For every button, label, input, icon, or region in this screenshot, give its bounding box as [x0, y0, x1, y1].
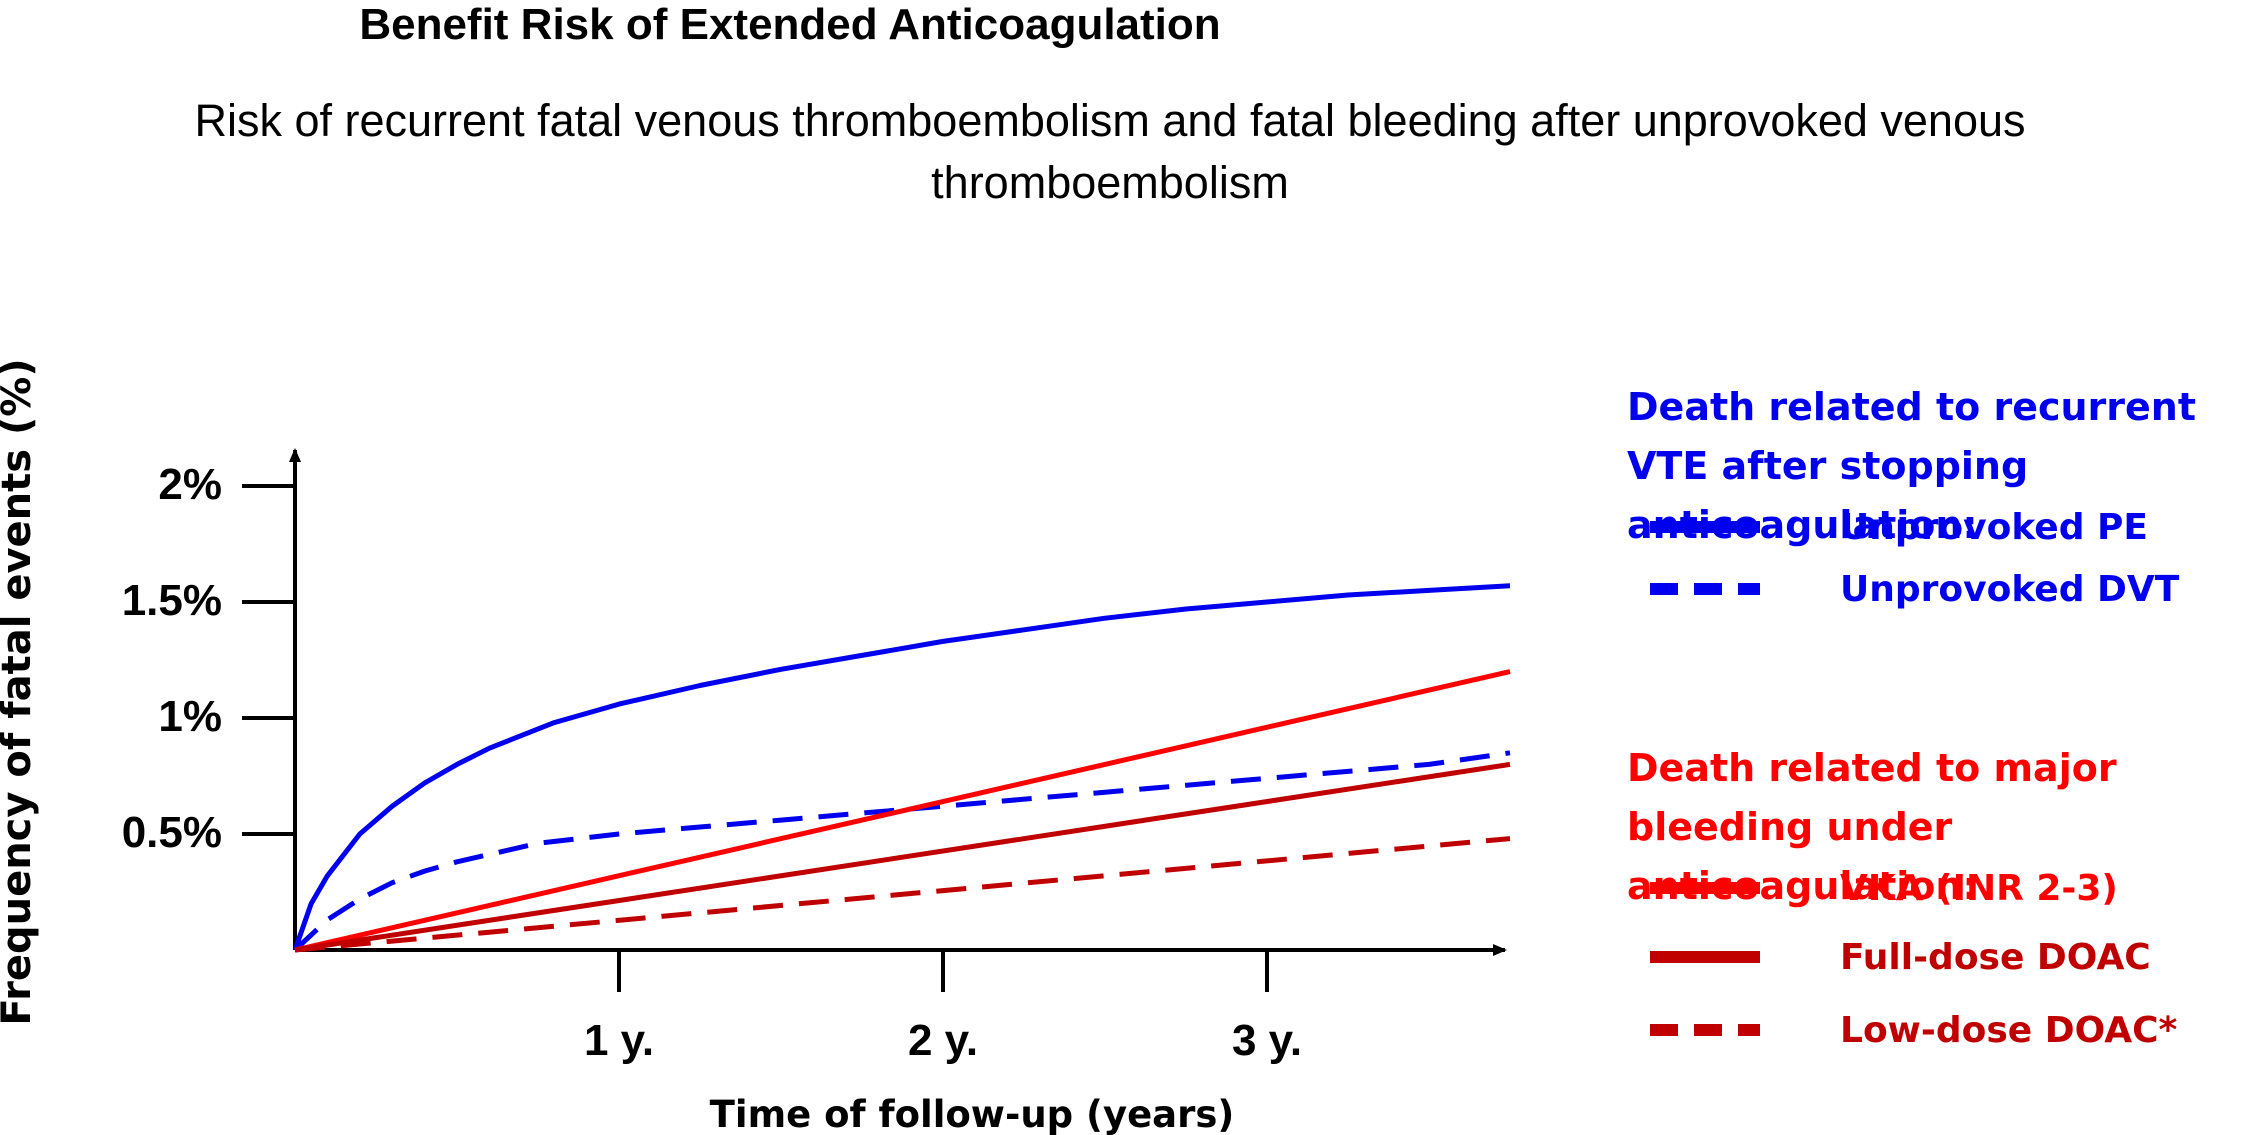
y-axis-label: Frequency of fatal events (%)	[0, 358, 40, 1025]
series-line-vka-inr-2-3	[294, 669, 1511, 953]
chart-title: Benefit Risk of Extended Anticoagulation	[359, 0, 1221, 49]
y-tick-label: 0.5%	[122, 808, 222, 857]
x-tick-label: 1 y.	[584, 1016, 654, 1065]
y-tick-label: 1.5%	[122, 576, 222, 625]
legend-swatch-dashed-blue	[1650, 583, 1760, 595]
legend-item-vka: VKA (INR 2-3)	[1650, 858, 2118, 918]
legend-heading-bleeding: Death related to major bleeding under an…	[1627, 746, 2117, 908]
legend-label: VKA (INR 2-3)	[1840, 867, 2118, 909]
legend-item-low-dose-doac: Low-dose DOAC*	[1650, 1000, 2177, 1060]
legend-label: Full-dose DOAC	[1840, 936, 2151, 978]
chart-subtitle: Risk of recurrent fatal venous thromboem…	[194, 95, 2026, 208]
series-line-unprovoked-dvt	[293, 750, 1511, 952]
legend-label: Low-dose DOAC*	[1840, 1009, 2178, 1051]
legend-label: Unprovoked PE	[1840, 506, 2148, 548]
legend-swatch-dashed-darkred	[1650, 1024, 1760, 1036]
x-tick-label: 2 y.	[908, 1016, 978, 1065]
series-line-low-dose-doac	[294, 836, 1511, 953]
series-line-unprovoked-pe	[292, 583, 1511, 951]
x-axis-label: Time of follow-up (years)	[710, 1093, 1235, 1135]
legend-swatch-solid-blue	[1650, 521, 1760, 533]
y-tick-label: 1%	[158, 692, 222, 741]
legend-swatch-solid-darkred	[1650, 951, 1760, 963]
legend-label: Unprovoked DVT	[1840, 568, 2180, 610]
legend-item-unprovoked-dvt: Unprovoked DVT	[1650, 559, 2179, 619]
legend-item-full-dose-doac: Full-dose DOAC	[1650, 927, 2151, 987]
legend-swatch-solid-red	[1650, 882, 1760, 894]
legend-item-unprovoked-pe: Unprovoked PE	[1650, 497, 2148, 557]
x-tick-label: 3 y.	[1232, 1016, 1302, 1065]
series-line-full-dose-doac	[294, 761, 1511, 953]
y-tick-label: 2%	[158, 460, 222, 509]
